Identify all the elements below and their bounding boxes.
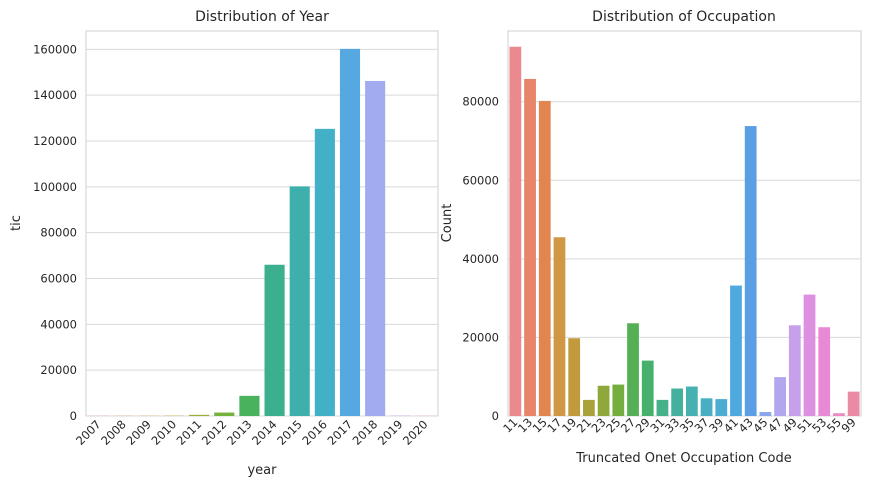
occupation-y-tick-label: 40000 <box>462 252 499 266</box>
year-y-tick-label: 160000 <box>33 42 77 56</box>
year-x-ticks: 2007200820092010201120122013201420152016… <box>73 417 430 448</box>
occupation-y-tick-label: 20000 <box>462 330 499 344</box>
occupation-bar-45 <box>759 412 772 416</box>
occupation-bar-51 <box>803 294 816 416</box>
occupation-bar-41 <box>730 285 742 416</box>
year-bars <box>88 48 436 416</box>
year-x-tick-label: 2015 <box>274 417 305 448</box>
occupation-plot-area <box>507 30 862 417</box>
occupation-bar-11 <box>509 46 522 416</box>
occupation-bar-43 <box>744 126 757 417</box>
occupation-bar-19 <box>568 338 581 416</box>
year-x-tick-label: 2018 <box>350 417 381 448</box>
year-x-tick-label: 2016 <box>299 417 330 448</box>
occupation-bar-27 <box>627 323 639 416</box>
occupation-bar-33 <box>671 388 684 416</box>
year-x-tick-label: 2011 <box>174 417 205 448</box>
year-y-tick-label: 100000 <box>33 180 77 194</box>
year-bar-2018 <box>365 80 386 416</box>
year-x-tick-label: 2008 <box>98 417 129 448</box>
year-x-tick-label: 2010 <box>149 417 180 448</box>
occupation-bar-31 <box>656 399 669 416</box>
year-y-tick-label: 140000 <box>33 88 77 102</box>
year-x-tick-label: 2017 <box>325 417 356 448</box>
occupation-bar-99 <box>847 391 860 416</box>
year-chart-title: Distribution of Year <box>195 9 329 25</box>
occupation-y-axis-label: Count <box>440 204 455 243</box>
occupation-x-tick-label: 99 <box>839 415 859 435</box>
occupation-gridlines <box>508 101 861 417</box>
year-y-ticks: 0 20000 40000 60000 80000 100000 120000 140000 1… <box>33 42 77 423</box>
occupation-bar-13 <box>524 78 536 416</box>
occupation-bar-39 <box>715 399 728 416</box>
year-x-tick-label: 2014 <box>249 417 280 448</box>
year-x-tick-label: 2013 <box>224 417 255 448</box>
year-y-tick-label: 0 <box>70 409 77 423</box>
occupation-y-tick-label: 80000 <box>462 95 499 109</box>
year-y-tick-label: 80000 <box>40 226 77 240</box>
year-bar-2014 <box>264 264 285 416</box>
year-x-tick-label: 2020 <box>400 417 431 448</box>
year-chart-panel: 0 20000 40000 60000 80000 100000 120000 140000 1… <box>9 9 439 478</box>
occupation-y-tick-label: 60000 <box>462 173 499 187</box>
year-x-tick-label: 2019 <box>375 417 406 448</box>
year-x-tick-label: 2009 <box>123 417 154 448</box>
occupation-bar-25 <box>612 384 625 416</box>
year-bar-2016 <box>314 128 335 416</box>
year-bar-2015 <box>289 186 310 416</box>
occupation-bar-15 <box>538 100 551 416</box>
occupation-bar-55 <box>833 413 845 416</box>
year-y-tick-label: 120000 <box>33 134 77 148</box>
year-y-tick-label: 60000 <box>40 272 77 286</box>
year-y-tick-label: 20000 <box>40 363 77 377</box>
occupation-x-ticks: 1113151719212325272931333537394143454749… <box>500 415 859 435</box>
year-bar-2011 <box>189 414 210 416</box>
year-x-tick-label: 2012 <box>199 417 230 448</box>
occupation-chart-panel: 0 20000 40000 60000 80000 111315171921232527… <box>440 9 862 466</box>
occupation-bar-49 <box>788 325 801 416</box>
year-bar-2017 <box>339 48 361 416</box>
year-x-tick-label: 2007 <box>73 417 104 448</box>
occupation-x-axis-label: Truncated Onet Occupation Code <box>575 451 791 466</box>
occupation-bar-17 <box>553 237 566 416</box>
occupation-bar-23 <box>597 385 610 416</box>
year-y-tick-label: 40000 <box>40 317 77 331</box>
occupation-bar-21 <box>583 399 595 416</box>
occupation-y-ticks: 0 20000 40000 60000 80000 <box>462 95 499 423</box>
occupation-y-tick-label: 0 <box>492 409 499 423</box>
year-x-axis-label: year <box>247 463 277 478</box>
year-bar-2012 <box>214 412 235 416</box>
occupation-bar-29 <box>641 360 654 416</box>
occupation-bar-47 <box>774 377 786 416</box>
year-bar-2013 <box>239 395 260 416</box>
occupation-bar-35 <box>685 386 698 416</box>
occupation-bars <box>509 46 860 417</box>
occupation-bar-53 <box>818 327 831 416</box>
occupation-bar-37 <box>700 398 713 416</box>
occupation-chart-title: Distribution of Occupation <box>592 9 776 25</box>
year-y-axis-label: tic <box>9 215 24 231</box>
